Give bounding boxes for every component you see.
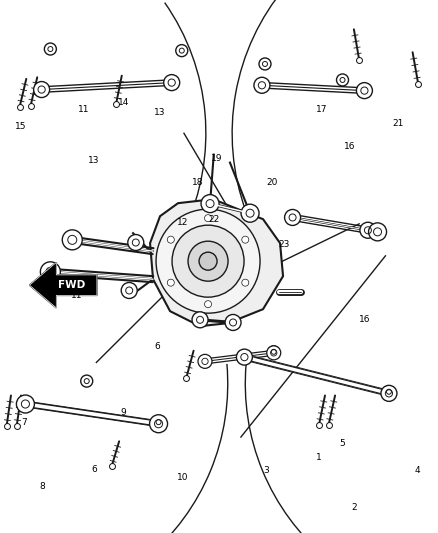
Circle shape [149, 415, 168, 433]
Circle shape [241, 204, 259, 222]
Circle shape [81, 375, 93, 387]
Circle shape [16, 395, 35, 413]
Circle shape [205, 301, 212, 308]
Text: 13: 13 [154, 109, 166, 117]
Text: 17: 17 [316, 105, 328, 114]
Circle shape [242, 236, 249, 243]
Text: FWD: FWD [58, 280, 85, 290]
Text: 3: 3 [263, 466, 269, 474]
Circle shape [40, 262, 60, 282]
Text: 22: 22 [208, 215, 219, 224]
Circle shape [188, 241, 228, 281]
Circle shape [152, 416, 165, 428]
Text: 23: 23 [278, 240, 290, 248]
Circle shape [381, 385, 397, 401]
Circle shape [156, 209, 260, 313]
Circle shape [242, 279, 249, 286]
Circle shape [198, 354, 212, 368]
Text: 13: 13 [88, 157, 100, 165]
Text: 8: 8 [39, 482, 46, 490]
Text: 4: 4 [414, 466, 420, 474]
Circle shape [167, 236, 174, 243]
Text: 19: 19 [211, 155, 223, 163]
Circle shape [164, 75, 180, 91]
Text: 11: 11 [78, 105, 90, 114]
Text: 15: 15 [15, 123, 27, 131]
Circle shape [360, 222, 376, 238]
Text: 16: 16 [344, 142, 355, 151]
Circle shape [259, 58, 271, 70]
Circle shape [121, 282, 137, 298]
Text: 1: 1 [316, 453, 322, 462]
Circle shape [237, 349, 252, 365]
Circle shape [34, 82, 49, 98]
Text: 21: 21 [392, 119, 403, 128]
Polygon shape [150, 199, 283, 326]
Circle shape [172, 225, 244, 297]
Text: 11: 11 [71, 292, 82, 300]
Circle shape [268, 346, 280, 358]
Text: 9: 9 [120, 408, 127, 416]
Text: 18: 18 [192, 178, 204, 187]
Circle shape [199, 252, 217, 270]
Circle shape [128, 235, 144, 251]
Circle shape [225, 314, 241, 330]
Text: 5: 5 [339, 439, 346, 448]
Circle shape [44, 43, 57, 55]
Text: 7: 7 [21, 418, 27, 426]
Circle shape [205, 215, 212, 222]
Text: 20: 20 [267, 178, 278, 187]
Circle shape [357, 83, 372, 99]
Circle shape [336, 74, 349, 86]
Circle shape [285, 209, 300, 225]
Circle shape [368, 223, 387, 241]
Text: 16: 16 [359, 316, 370, 324]
Text: 14: 14 [118, 98, 129, 107]
Circle shape [167, 279, 174, 286]
Circle shape [62, 230, 82, 250]
Circle shape [383, 386, 395, 398]
Text: 6: 6 [154, 342, 160, 351]
Circle shape [192, 312, 208, 328]
FancyArrow shape [29, 262, 97, 308]
Circle shape [176, 45, 188, 56]
Circle shape [267, 346, 281, 360]
Text: 2: 2 [351, 503, 357, 512]
Text: 12: 12 [177, 219, 189, 227]
Text: 6: 6 [91, 465, 97, 473]
Text: 10: 10 [177, 473, 189, 482]
Circle shape [254, 77, 270, 93]
Circle shape [201, 195, 219, 213]
